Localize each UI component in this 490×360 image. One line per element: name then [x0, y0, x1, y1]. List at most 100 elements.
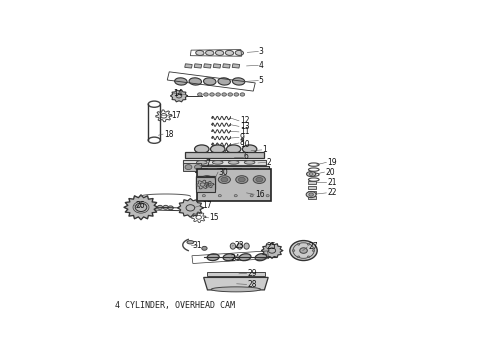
Ellipse shape	[232, 78, 245, 85]
Bar	[195, 166, 269, 172]
Ellipse shape	[245, 161, 255, 164]
Ellipse shape	[306, 192, 316, 198]
Text: 10: 10	[240, 140, 249, 149]
Ellipse shape	[234, 194, 237, 197]
Bar	[185, 152, 265, 158]
Text: 27: 27	[308, 242, 318, 251]
Bar	[217, 168, 224, 170]
Ellipse shape	[197, 93, 202, 96]
Text: 12: 12	[240, 116, 249, 125]
Text: 9: 9	[240, 133, 245, 142]
Ellipse shape	[157, 205, 163, 209]
Ellipse shape	[307, 243, 310, 245]
Bar	[206, 271, 266, 276]
Bar	[192, 251, 269, 264]
Text: 17: 17	[202, 201, 211, 210]
Text: 24: 24	[230, 253, 240, 262]
Text: 4 CYLINDER, OVERHEAD CAM: 4 CYLINDER, OVERHEAD CAM	[115, 301, 235, 310]
Polygon shape	[171, 90, 188, 102]
Ellipse shape	[255, 254, 267, 261]
Bar	[308, 196, 316, 199]
Ellipse shape	[312, 250, 315, 251]
Text: 29: 29	[247, 269, 257, 278]
Ellipse shape	[239, 254, 251, 261]
Ellipse shape	[187, 240, 194, 244]
Ellipse shape	[226, 145, 241, 153]
Ellipse shape	[307, 256, 310, 258]
Ellipse shape	[223, 254, 235, 261]
Ellipse shape	[211, 145, 225, 153]
Ellipse shape	[237, 243, 243, 249]
Ellipse shape	[239, 177, 245, 182]
Ellipse shape	[297, 243, 300, 245]
Ellipse shape	[202, 246, 207, 250]
Ellipse shape	[230, 243, 236, 249]
Ellipse shape	[228, 93, 233, 96]
Ellipse shape	[201, 176, 213, 184]
Ellipse shape	[203, 78, 216, 85]
Text: 28: 28	[247, 280, 257, 289]
Ellipse shape	[185, 165, 192, 170]
Text: 6: 6	[244, 152, 248, 161]
Ellipse shape	[218, 176, 230, 184]
Bar	[308, 181, 316, 184]
Ellipse shape	[236, 176, 248, 184]
Ellipse shape	[203, 177, 210, 182]
Polygon shape	[124, 195, 158, 220]
Bar	[308, 191, 316, 194]
Text: 3: 3	[259, 47, 264, 56]
Text: 19: 19	[327, 158, 337, 167]
Ellipse shape	[163, 205, 169, 209]
Ellipse shape	[195, 145, 209, 153]
Text: 26: 26	[135, 201, 145, 210]
Ellipse shape	[216, 50, 224, 55]
Polygon shape	[177, 199, 203, 217]
Polygon shape	[261, 243, 283, 258]
Ellipse shape	[207, 254, 219, 261]
Ellipse shape	[212, 161, 223, 164]
Text: 23: 23	[234, 241, 244, 250]
Bar	[196, 176, 215, 189]
Ellipse shape	[210, 93, 214, 96]
Bar	[232, 64, 240, 68]
Text: 21: 21	[327, 178, 337, 187]
Text: 14: 14	[173, 89, 183, 98]
Text: 1: 1	[263, 145, 267, 154]
Ellipse shape	[174, 78, 187, 85]
Bar	[308, 186, 316, 189]
Text: 31: 31	[192, 241, 202, 250]
Bar	[213, 64, 220, 68]
Ellipse shape	[293, 250, 295, 251]
Ellipse shape	[234, 93, 239, 96]
Ellipse shape	[307, 172, 316, 176]
Ellipse shape	[189, 78, 201, 85]
Text: 8: 8	[240, 139, 245, 148]
Ellipse shape	[195, 165, 201, 170]
Ellipse shape	[225, 50, 234, 55]
Ellipse shape	[228, 161, 239, 164]
Text: 2: 2	[267, 158, 271, 167]
Ellipse shape	[211, 287, 261, 292]
Ellipse shape	[309, 173, 313, 175]
Bar	[204, 64, 211, 68]
Ellipse shape	[222, 93, 226, 96]
Ellipse shape	[300, 248, 307, 253]
Text: 13: 13	[240, 122, 249, 131]
Ellipse shape	[290, 240, 317, 261]
Polygon shape	[204, 278, 268, 290]
Text: 22: 22	[327, 188, 337, 197]
Ellipse shape	[206, 50, 214, 55]
Bar	[200, 168, 207, 170]
Ellipse shape	[235, 50, 244, 55]
Text: 17: 17	[172, 111, 181, 120]
Ellipse shape	[216, 93, 220, 96]
Ellipse shape	[202, 194, 205, 197]
Ellipse shape	[309, 193, 314, 196]
Ellipse shape	[256, 177, 263, 182]
Text: 20: 20	[325, 168, 335, 177]
Ellipse shape	[218, 194, 221, 197]
Ellipse shape	[243, 145, 257, 153]
Bar	[197, 168, 271, 201]
Ellipse shape	[218, 78, 230, 85]
Text: 18: 18	[164, 130, 173, 139]
